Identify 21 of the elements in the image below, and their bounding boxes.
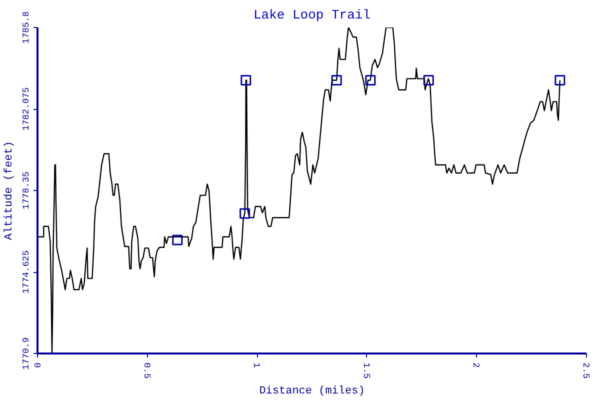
point [240,208,250,219]
x-tick-label: 0.5 [141,362,152,379]
x-tick-label: 0 [32,362,42,368]
point [240,74,252,86]
y-tick-label: 1785.8 [22,11,32,44]
x-axis-title: Distance (miles) [259,386,365,398]
point [331,74,342,86]
x-tick-label: 1 [251,362,262,368]
point [554,74,566,86]
x-tick-label: 1.5 [360,362,371,379]
y-axis-title: Altitude (feet) [4,140,16,240]
x-tick-label: 2 [470,362,481,368]
point [423,74,434,86]
point [172,234,183,246]
chart-title: Lake Loop Trail [253,8,371,22]
y-tick-label: 1782.075 [22,87,32,131]
y-tick-label: 1778.35 [22,172,32,210]
y-tick-label: 1770.9 [22,337,32,370]
x-tick-label: 2.5 [580,362,590,379]
point [365,74,376,86]
y-tick-label: 1774.625 [22,250,32,294]
